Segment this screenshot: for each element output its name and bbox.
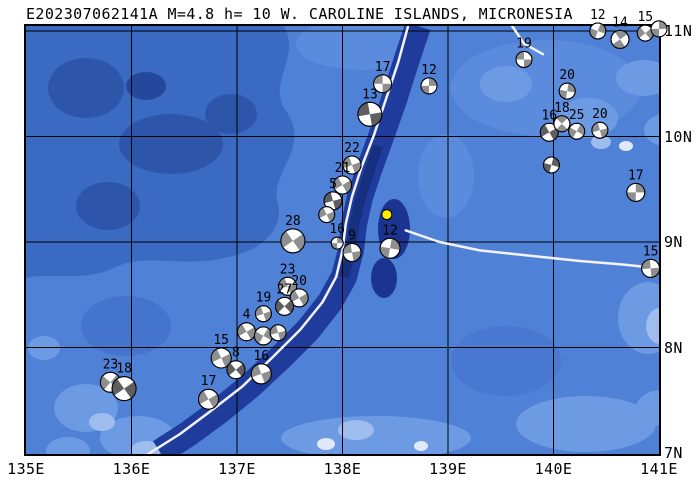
focal-mechanism-beachball[interactable]	[566, 120, 588, 142]
y-tick-label-10N: 10N	[664, 127, 693, 146]
focal-mechanism-beachball[interactable]	[641, 258, 661, 279]
mechanism-depth-label: 19	[256, 291, 272, 306]
figure-title: E202307062141A M=4.8 h= 10 W. CAROLINE I…	[26, 5, 573, 23]
eastern-plate-boundary-line	[404, 229, 659, 270]
focal-mechanism-beachball[interactable]	[330, 236, 344, 250]
focal-mechanism-beachball[interactable]	[330, 173, 355, 198]
focal-mechanism-beachball[interactable]	[195, 386, 222, 413]
mechanism-depth-label: 20	[559, 68, 575, 83]
focal-mechanism-beachball[interactable]	[276, 275, 299, 298]
mechanism-depth-label: 12	[421, 63, 437, 78]
mechanism-depth-label: 17	[375, 60, 391, 75]
y-tick-label-11N: 11N	[664, 22, 693, 40]
mechanism-depth-label: 18	[554, 101, 570, 116]
focal-mechanism-beachball[interactable]	[253, 303, 274, 324]
focal-mechanism-beachball[interactable]	[588, 21, 609, 42]
focal-mechanism-beachball[interactable]	[558, 82, 577, 101]
focal-mechanism-beachball[interactable]	[634, 22, 657, 45]
mechanism-depth-label: 20	[592, 107, 608, 122]
focal-mechanism-beachball[interactable]	[356, 100, 384, 128]
y-tick-label-9N: 9N	[664, 233, 683, 251]
focal-mechanism-beachball[interactable]	[551, 112, 574, 135]
mechanism-depth-label: 18	[116, 362, 132, 377]
focal-mechanism-beachball[interactable]	[650, 20, 668, 38]
mechanism-depth-label: 9	[348, 229, 356, 244]
x-tick-label-136E: 136E	[112, 460, 151, 478]
mechanism-depth-label: 15	[643, 244, 659, 259]
northern-boundary-fragment	[510, 26, 545, 56]
mechanism-depth-label: 12	[590, 8, 606, 23]
focal-mechanism-beachball[interactable]	[287, 286, 312, 311]
focal-mechanism-beachball[interactable]	[223, 357, 248, 382]
event-epicenter-marker[interactable]	[381, 209, 393, 221]
mechanism-depth-label: 12	[382, 223, 398, 238]
mechanism-depth-label: 28	[285, 214, 301, 229]
mechanism-depth-label: 19	[516, 37, 532, 52]
focal-mechanism-beachball[interactable]	[107, 372, 140, 405]
mechanism-depth-label: 22	[344, 141, 360, 156]
focal-mechanism-beachball[interactable]	[373, 74, 393, 94]
mechanism-depth-label: 16	[541, 108, 557, 123]
focal-mechanism-beachball[interactable]	[234, 319, 259, 344]
focal-mechanism-beachball[interactable]	[590, 120, 610, 140]
focal-mechanism-beachball[interactable]	[420, 77, 438, 95]
mechanism-depth-label: 25	[569, 108, 585, 123]
x-tick-label-138E: 138E	[323, 460, 362, 478]
focal-mechanism-beachball[interactable]	[626, 182, 646, 202]
mechanism-depth-label: 17	[628, 168, 644, 183]
focal-mechanism-beachball[interactable]	[378, 237, 401, 260]
x-tick-label-137E: 137E	[218, 460, 256, 478]
mechanism-depth-label: 15	[637, 10, 653, 25]
focal-mechanism-beachball[interactable]	[342, 242, 363, 263]
x-tick-label-139E: 139E	[429, 460, 467, 478]
y-tick-label-8N: 8N	[664, 338, 683, 357]
focal-mechanism-beachball[interactable]	[248, 361, 274, 387]
focal-mechanism-beachball[interactable]	[537, 120, 562, 145]
mechanism-depth-label: 13	[362, 87, 378, 102]
focal-mechanism-beachball[interactable]	[607, 27, 632, 52]
mechanism-depth-label: 23	[103, 357, 119, 372]
mechanism-depth-label: 16	[329, 222, 345, 237]
mechanism-depth-label: 5	[329, 177, 337, 192]
grid-lines	[26, 26, 659, 454]
x-tick-label-140E: 140E	[534, 460, 573, 478]
focal-mechanism-beachball[interactable]	[208, 345, 235, 372]
mechanism-depth-label: 4	[243, 308, 251, 323]
focal-mechanism-beachball[interactable]	[276, 224, 309, 257]
mechanism-depth-label: 14	[612, 15, 628, 30]
mechanism-depth-label: 23	[280, 262, 296, 277]
focal-mechanism-beachball[interactable]	[316, 204, 337, 225]
mechanism-depth-label: 20	[291, 274, 307, 289]
mechanism-depth-label: 8	[232, 346, 240, 361]
mechanism-depth-label: 17	[201, 374, 217, 389]
map-frame: 12 14 15 19 20 16 18 25 20 17 15 17 13 12 22 21 5 28 16 9 12…	[24, 8, 668, 456]
x-tick-label-135E: 135E	[7, 460, 45, 478]
focal-mechanism-beachball[interactable]	[515, 51, 533, 68]
mechanism-depth-label: 27	[277, 282, 293, 297]
mechanism-depth-label: 21	[335, 161, 351, 176]
x-tick-label-141E: 141E	[640, 460, 678, 478]
focal-mechanism-beachball[interactable]	[272, 294, 297, 319]
y-tick-label-7N: 7N	[664, 444, 683, 462]
mechanism-depth-label: 16	[253, 349, 269, 364]
focal-mechanism-beachball[interactable]	[340, 153, 363, 176]
focal-mechanism-beachball[interactable]	[251, 324, 276, 349]
focal-mechanism-beachball[interactable]	[542, 155, 562, 175]
focal-mechanism-beachball[interactable]	[268, 323, 288, 343]
mechanism-depth-label: 15	[213, 333, 229, 348]
